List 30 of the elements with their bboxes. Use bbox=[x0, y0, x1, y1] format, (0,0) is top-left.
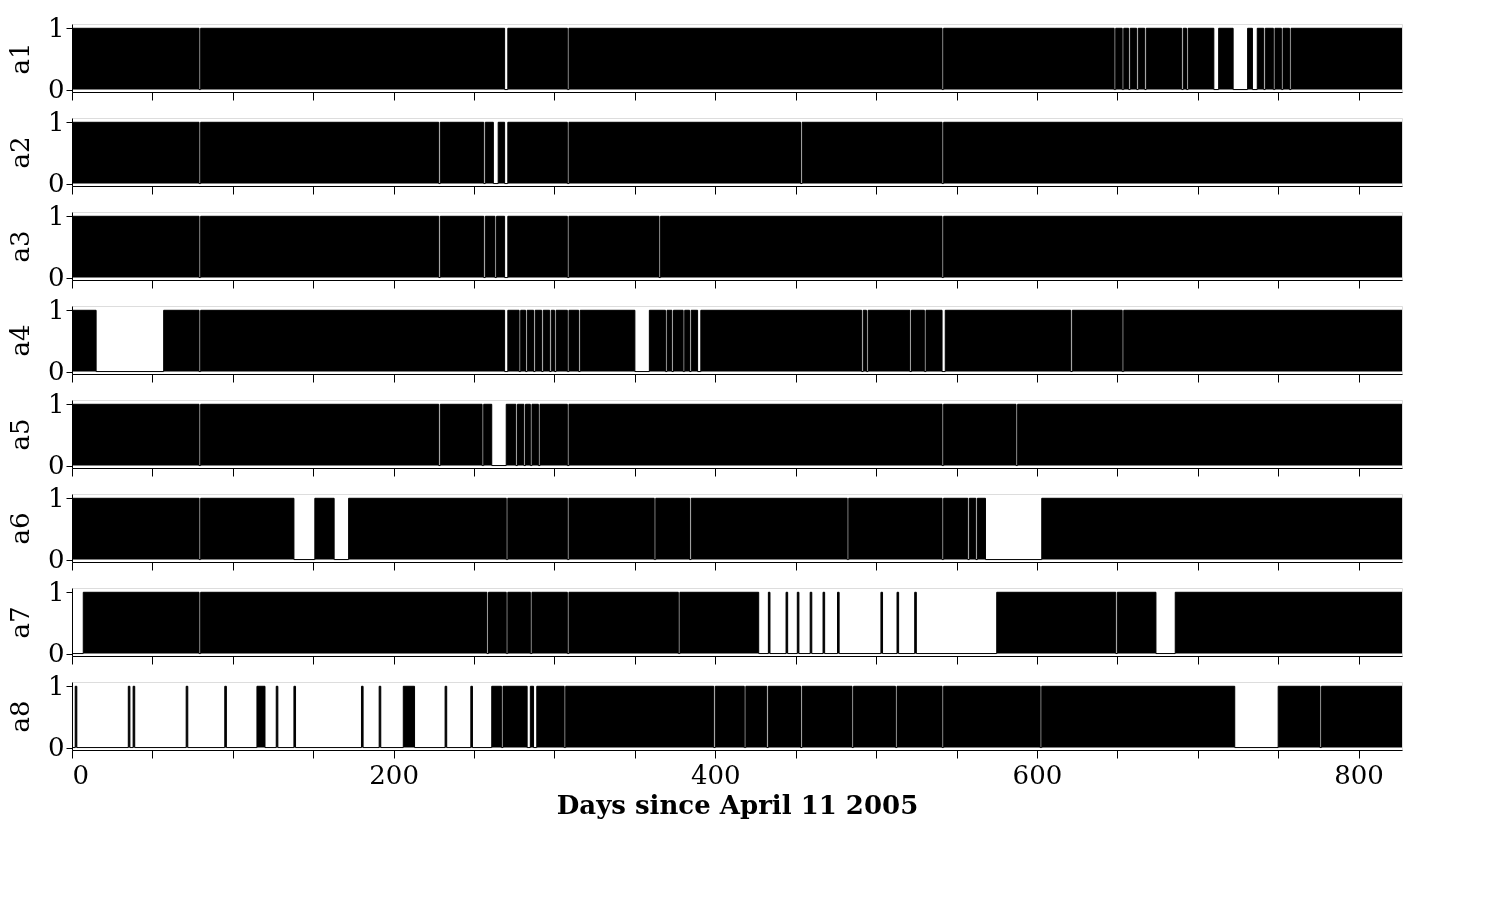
x-tick-label: 800 bbox=[1334, 759, 1384, 790]
x-axis-title: Days since April 11 2005 bbox=[556, 789, 919, 820]
x-tick-label: 400 bbox=[690, 759, 741, 790]
y-axis-title: a5 bbox=[4, 418, 35, 451]
y-tick-label: 1 bbox=[47, 12, 65, 43]
x-tick-label: 600 bbox=[1012, 759, 1063, 790]
y-axis-title: a1 bbox=[4, 42, 35, 75]
y-tick-label: 0 bbox=[47, 638, 65, 669]
y-tick-label: 0 bbox=[47, 262, 65, 293]
y-tick-label: 1 bbox=[47, 670, 65, 701]
y-tick-label: 1 bbox=[47, 200, 65, 231]
y-tick-label: 1 bbox=[47, 482, 65, 513]
y-axis-title: a3 bbox=[4, 230, 35, 263]
y-tick-label: 1 bbox=[47, 388, 65, 419]
y-axis-title: a6 bbox=[4, 512, 35, 545]
y-axis-title: a7 bbox=[4, 606, 35, 639]
y-tick-label: 0 bbox=[47, 74, 65, 105]
x-tick-label: 0 bbox=[72, 759, 90, 790]
y-tick-label: 0 bbox=[47, 450, 65, 481]
x-tick-label: 200 bbox=[369, 759, 419, 790]
y-tick-label: 1 bbox=[47, 576, 65, 607]
y-tick-label: 1 bbox=[47, 294, 65, 325]
y-tick-label: 0 bbox=[47, 732, 65, 763]
y-axis-title: a2 bbox=[4, 136, 35, 169]
y-tick-label: 1 bbox=[47, 106, 65, 137]
y-axis-title: a8 bbox=[4, 700, 35, 733]
y-tick-label: 0 bbox=[47, 356, 65, 387]
y-tick-label: 0 bbox=[47, 544, 65, 575]
y-tick-label: 0 bbox=[47, 168, 65, 199]
y-axis-title: a4 bbox=[4, 324, 35, 357]
